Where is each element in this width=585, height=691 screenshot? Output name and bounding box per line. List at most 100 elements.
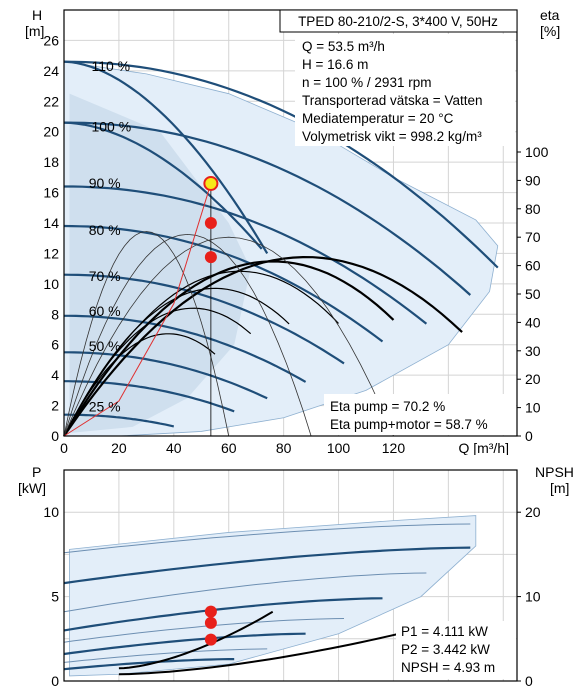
y2-axis-unit: [m] [550, 480, 569, 496]
preferred-area [69, 93, 251, 433]
power-info-box [396, 621, 516, 679]
y2-axis-title: NPSH [535, 464, 574, 480]
max-head-curve [63, 60, 269, 254]
speed-label: 50 % [89, 338, 121, 354]
efficiency-curve [63, 307, 252, 437]
x-tick-label: 0 [60, 440, 68, 455]
y2-tick-label: 50 [525, 286, 541, 302]
y2-tick-label: 0 [525, 428, 533, 444]
x-tick-label: 60 [221, 440, 237, 455]
speed-label: 110 % [91, 58, 130, 74]
efficiency-curve [63, 333, 216, 437]
npsh-curve [118, 627, 422, 676]
power-info-line: P1 = 4.111 kW [401, 624, 488, 639]
y-tick-label: 10 [43, 276, 59, 292]
info-line: Transporterad vätska = Vatten [302, 93, 482, 108]
head-curve [64, 351, 268, 400]
efficiency-marker [204, 217, 217, 229]
y-tick-label: 20 [43, 124, 59, 140]
info-line: Q = 53.5 m³/h [302, 39, 385, 54]
power-curve [63, 632, 306, 656]
speed-label: 90 % [89, 175, 121, 191]
y2-tick-label: 70 [525, 229, 541, 245]
head-curve [63, 60, 499, 269]
npsh-curve [118, 610, 274, 670]
info-line: H = 16.6 m [302, 57, 368, 72]
efficiency-marker [204, 251, 217, 264]
head-curve [63, 273, 345, 365]
y2-tick-label: 10 [525, 400, 541, 416]
eta-box [324, 394, 516, 435]
efficiency-curve-thin [63, 236, 394, 437]
info-line: Volymetrisk vikt = 998.2 kg/m³ [302, 129, 482, 144]
power-curve [63, 523, 471, 554]
eta-line: Eta pump+motor = 58.7 % [330, 417, 488, 432]
y2-tick-label: 20 [525, 504, 541, 520]
y2-tick-label: 90 [525, 172, 541, 188]
y-tick-label: 10 [43, 504, 59, 520]
speed-label: 100 % [91, 119, 131, 135]
y2-tick-label: 20 [525, 371, 541, 387]
chart-title: TPED 80-210/2-S, 3*400 V, 50Hz [298, 14, 498, 29]
y-tick-label: 26 [43, 32, 59, 48]
head-chart: 110 %100 %90 %80 %70 %60 %50 %25 %0 20 40 6… [25, 7, 560, 455]
y2-tick-label: 10 [525, 589, 541, 605]
info-line: n = 100 % / 2931 rpm [302, 75, 431, 90]
max-head-curve [63, 121, 263, 250]
efficiency-curve-thin [63, 231, 230, 437]
y2-tick-label: 100 [525, 144, 549, 160]
x-tick-label: 40 [166, 440, 182, 455]
power-curve [63, 648, 268, 663]
head-curve [64, 413, 175, 428]
plot-frame [63, 469, 518, 682]
y-tick-label: 5 [51, 589, 59, 605]
power-curve [63, 546, 471, 585]
power-area [69, 515, 477, 677]
y-tick-label: 24 [43, 63, 59, 79]
x-tick-label: 100 [327, 440, 351, 455]
eta-line: Eta pump = 70.2 % [330, 399, 445, 414]
y-tick-label: 2 [51, 398, 59, 414]
y2-tick-label: 40 [525, 314, 541, 330]
power-curve [63, 618, 345, 643]
y-axis-title: H [32, 7, 42, 23]
y2-tick-label: 0 [525, 673, 533, 689]
y-tick-label: 0 [51, 673, 59, 689]
info-line: Mediatemperatur = 20 °C [302, 111, 454, 126]
power-curve [63, 597, 383, 632]
system-curve [63, 183, 212, 437]
y2-tick-label: 80 [525, 201, 541, 217]
y-tick-label: 14 [43, 215, 59, 231]
power-marker [204, 605, 217, 618]
power-marker [204, 616, 217, 629]
y2-axis-unit: [%] [540, 23, 560, 39]
power-info-line: NPSH = 4.93 m [401, 660, 495, 675]
head-curve [64, 314, 307, 383]
power-curve [63, 658, 235, 671]
y2-axis-title: eta [540, 7, 560, 23]
x-tick-label: 80 [276, 440, 292, 455]
y-axis-unit: [kW] [18, 480, 46, 496]
power-curve [63, 572, 427, 613]
y-axis-unit: [m] [25, 23, 44, 39]
y-tick-label: 4 [51, 367, 59, 383]
speed-label: 70 % [89, 268, 121, 284]
efficiency-curve-thin [63, 233, 312, 437]
y-axis-title: P [32, 464, 41, 480]
x-tick-label: 120 [382, 440, 406, 455]
y-tick-label: 8 [51, 306, 59, 322]
y-tick-label: 16 [43, 185, 59, 201]
info-box [295, 34, 515, 146]
head-curve [63, 121, 472, 296]
x-axis-title: Q [m³/h] [458, 440, 509, 455]
power-info-line: P2 = 3.442 kW [401, 642, 490, 657]
y-tick-label: 12 [43, 245, 59, 261]
title-box [279, 9, 518, 33]
speed-label: 80 % [89, 222, 121, 238]
y-tick-label: 22 [43, 93, 59, 109]
x-tick-label: 20 [111, 440, 127, 455]
power-marker [204, 633, 217, 646]
y-tick-label: 6 [51, 337, 59, 353]
speed-label: 60 % [89, 303, 121, 319]
